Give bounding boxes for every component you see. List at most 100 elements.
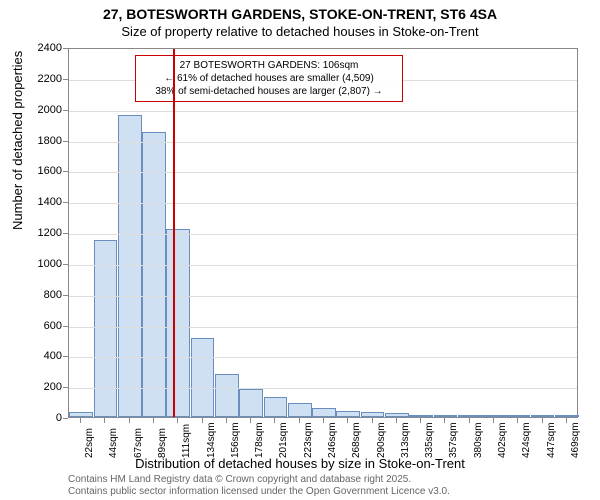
- y-tick-mark: [63, 48, 68, 49]
- title-main: 27, BOTESWORTH GARDENS, STOKE-ON-TRENT, …: [0, 6, 600, 22]
- y-tick-label: 1800: [12, 135, 62, 147]
- histogram-bar: [69, 412, 93, 417]
- y-tick-label: 1000: [12, 258, 62, 270]
- y-tick-label: 400: [12, 350, 62, 362]
- histogram-bar: [215, 374, 239, 417]
- grid-line: [69, 203, 577, 204]
- x-tick-mark: [420, 418, 421, 423]
- histogram-bar: [555, 415, 579, 417]
- grid-line: [69, 234, 577, 235]
- annotation-box: 27 BOTESWORTH GARDENS: 106sqm ← 61% of d…: [135, 55, 403, 102]
- histogram-bar: [434, 415, 458, 417]
- chart-container: 27, BOTESWORTH GARDENS, STOKE-ON-TRENT, …: [0, 0, 600, 500]
- x-tick-label: 67sqm: [133, 428, 144, 458]
- histogram-bar: [458, 415, 482, 417]
- plot-area: 27 BOTESWORTH GARDENS: 106sqm ← 61% of d…: [68, 48, 578, 418]
- x-tick-mark: [566, 418, 567, 423]
- histogram-bar: [361, 412, 385, 417]
- x-tick-mark: [517, 418, 518, 423]
- x-tick-label: 44sqm: [108, 428, 119, 458]
- x-tick-label: 156sqm: [230, 422, 241, 458]
- x-tick-label: 380sqm: [473, 422, 484, 458]
- x-tick-label: 402sqm: [497, 422, 508, 458]
- y-tick-mark: [63, 202, 68, 203]
- x-tick-mark: [323, 418, 324, 423]
- x-tick-mark: [129, 418, 130, 423]
- annotation-line1: 27 BOTESWORTH GARDENS: 106sqm: [142, 59, 396, 72]
- histogram-bar: [191, 338, 215, 417]
- y-tick-label: 2200: [12, 73, 62, 85]
- histogram-bar: [264, 397, 288, 417]
- annotation-line3: 38% of semi-detached houses are larger (…: [142, 85, 396, 98]
- x-tick-label: 290sqm: [376, 422, 387, 458]
- x-tick-label: 447sqm: [546, 422, 557, 458]
- x-tick-label: 268sqm: [351, 422, 362, 458]
- y-tick-label: 2000: [12, 104, 62, 116]
- x-tick-label: 22sqm: [84, 428, 95, 458]
- footer-line1: Contains HM Land Registry data © Crown c…: [68, 474, 411, 485]
- y-tick-label: 1200: [12, 227, 62, 239]
- x-tick-mark: [274, 418, 275, 423]
- y-tick-mark: [63, 141, 68, 142]
- x-tick-mark: [202, 418, 203, 423]
- title-sub: Size of property relative to detached ho…: [0, 24, 600, 39]
- y-tick-mark: [63, 418, 68, 419]
- histogram-bar: [142, 132, 166, 417]
- x-tick-label: 469sqm: [570, 422, 581, 458]
- y-tick-mark: [63, 110, 68, 111]
- x-tick-label: 223sqm: [303, 422, 314, 458]
- x-tick-mark: [226, 418, 227, 423]
- histogram-bar: [506, 415, 530, 417]
- footer-line2: Contains public sector information licen…: [68, 486, 450, 497]
- grid-line: [69, 296, 577, 297]
- x-tick-mark: [177, 418, 178, 423]
- histogram-bar: [482, 415, 506, 417]
- x-axis-label: Distribution of detached houses by size …: [0, 456, 600, 471]
- x-tick-label: 89sqm: [157, 428, 168, 458]
- grid-line: [69, 265, 577, 266]
- y-tick-mark: [63, 326, 68, 327]
- histogram-bar: [94, 240, 118, 417]
- histogram-bar: [336, 411, 360, 417]
- annotation-line2: ← 61% of detached houses are smaller (4,…: [142, 72, 396, 85]
- x-tick-label: 178sqm: [254, 422, 265, 458]
- y-tick-mark: [63, 79, 68, 80]
- grid-line: [69, 357, 577, 358]
- x-tick-label: 246sqm: [327, 422, 338, 458]
- x-tick-mark: [493, 418, 494, 423]
- y-tick-label: 200: [12, 381, 62, 393]
- x-tick-mark: [347, 418, 348, 423]
- grid-line: [69, 327, 577, 328]
- x-tick-mark: [396, 418, 397, 423]
- x-tick-mark: [153, 418, 154, 423]
- y-tick-mark: [63, 356, 68, 357]
- x-tick-label: 111sqm: [181, 424, 192, 458]
- y-tick-label: 2400: [12, 42, 62, 54]
- x-tick-mark: [250, 418, 251, 423]
- y-tick-mark: [63, 387, 68, 388]
- x-tick-mark: [444, 418, 445, 423]
- histogram-bar: [385, 413, 409, 417]
- y-tick-mark: [63, 233, 68, 234]
- x-tick-label: 134sqm: [206, 422, 217, 458]
- y-tick-label: 600: [12, 320, 62, 332]
- x-tick-mark: [299, 418, 300, 423]
- y-tick-label: 800: [12, 289, 62, 301]
- histogram-bar: [239, 389, 263, 417]
- y-tick-label: 1400: [12, 196, 62, 208]
- marker-line: [173, 49, 175, 417]
- histogram-bar: [312, 408, 336, 417]
- y-tick-mark: [63, 295, 68, 296]
- y-tick-mark: [63, 264, 68, 265]
- grid-line: [69, 172, 577, 173]
- histogram-bar: [118, 115, 142, 417]
- histogram-bar: [288, 403, 312, 417]
- y-tick-mark: [63, 171, 68, 172]
- grid-line: [69, 142, 577, 143]
- y-tick-label: 0: [12, 412, 62, 424]
- y-tick-label: 1600: [12, 165, 62, 177]
- x-tick-label: 424sqm: [521, 422, 532, 458]
- grid-line: [69, 111, 577, 112]
- grid-line: [69, 388, 577, 389]
- histogram-bar: [531, 415, 555, 417]
